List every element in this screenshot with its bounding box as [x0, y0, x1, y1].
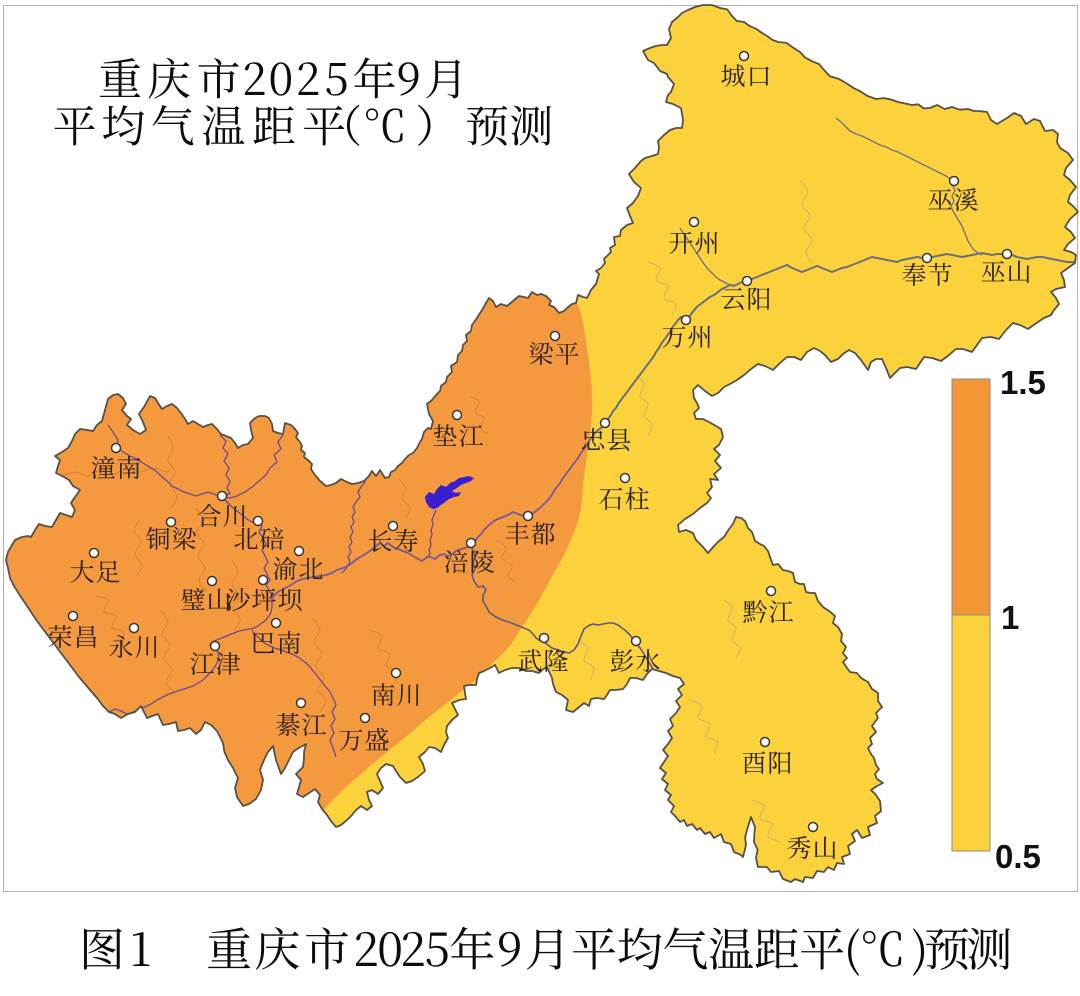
svg-text:1.5: 1.5 — [1000, 364, 1046, 401]
svg-text:1: 1 — [1001, 599, 1019, 636]
svg-text:0.5: 0.5 — [995, 838, 1041, 875]
